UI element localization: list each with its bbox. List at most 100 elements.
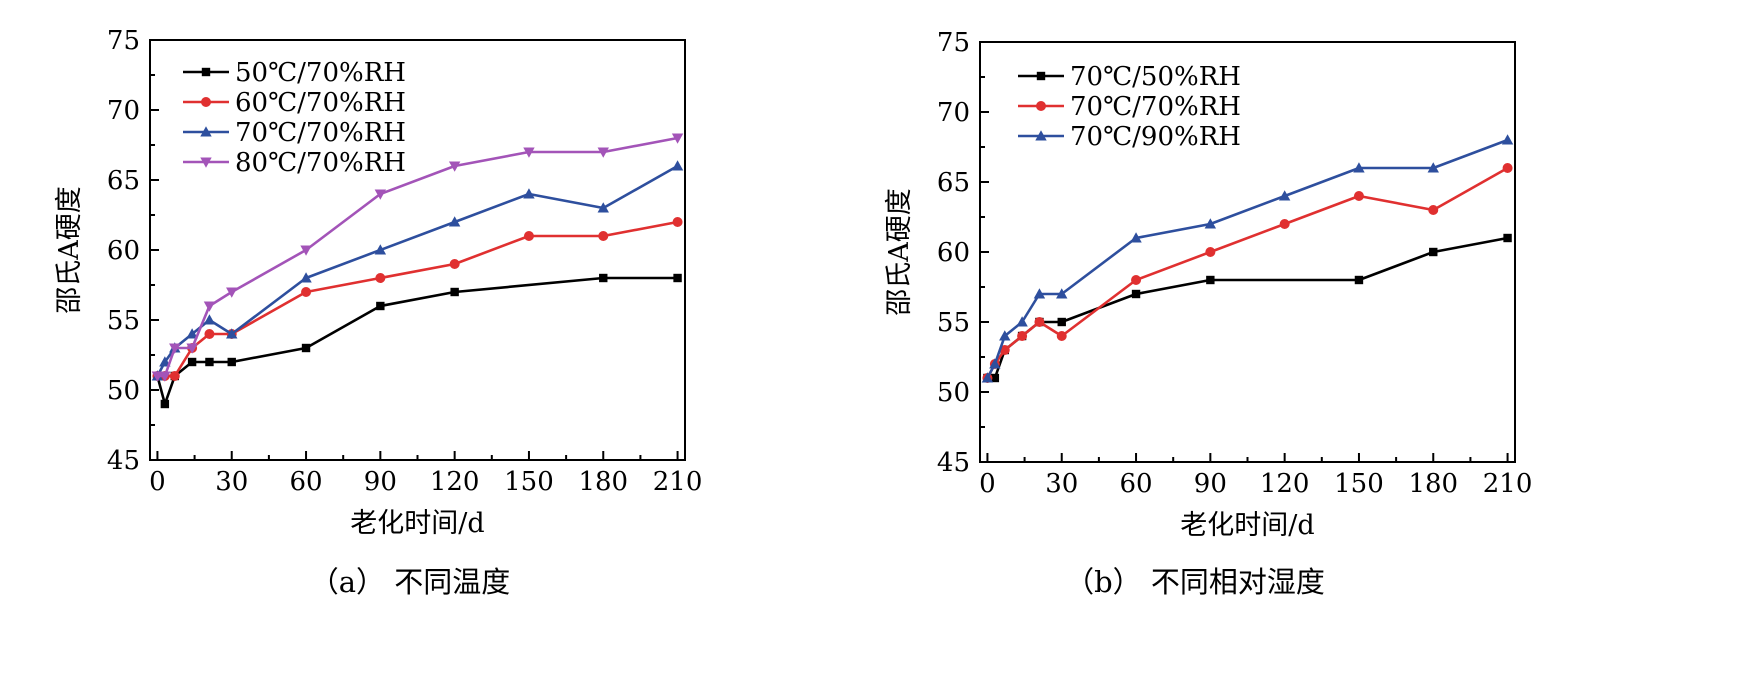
data-point bbox=[301, 287, 312, 297]
data-point bbox=[301, 343, 311, 353]
legend-label: 80℃/70%RH bbox=[235, 148, 406, 178]
data-point bbox=[203, 301, 216, 312]
data-point bbox=[999, 345, 1010, 355]
series-line bbox=[986, 166, 1509, 379]
data-point bbox=[1428, 205, 1439, 215]
x-tick-label: 90 bbox=[364, 467, 397, 497]
x-tick-label: 210 bbox=[1483, 469, 1533, 499]
y-tick-label: 45 bbox=[937, 448, 970, 478]
data-point bbox=[1056, 288, 1068, 299]
legend-label: 70℃/70%RH bbox=[235, 118, 406, 148]
data-point bbox=[159, 371, 171, 382]
data-point bbox=[1204, 218, 1217, 229]
data-point bbox=[187, 357, 197, 367]
y-tick-label: 45 bbox=[107, 446, 140, 476]
data-point bbox=[1017, 331, 1028, 341]
legend-label: 70℃/50%RH bbox=[1070, 62, 1241, 92]
series-1 bbox=[983, 233, 1512, 383]
y-tick-label: 65 bbox=[107, 166, 140, 196]
data-point bbox=[227, 357, 236, 367]
series-line bbox=[986, 138, 1509, 379]
legend-marker bbox=[1035, 130, 1047, 141]
y-tick-label: 60 bbox=[107, 236, 140, 266]
x-tick-label: 210 bbox=[653, 467, 703, 497]
data-point bbox=[169, 343, 181, 354]
y-tick-label: 70 bbox=[937, 98, 970, 128]
data-point bbox=[1033, 288, 1046, 299]
x-tick-label: 120 bbox=[430, 467, 480, 497]
legend-label: 60℃/70%RH bbox=[235, 88, 406, 118]
x-tick-label: 180 bbox=[578, 467, 628, 497]
y-axis-title: 邵氏A硬度 bbox=[884, 188, 915, 316]
y-tick-label: 55 bbox=[107, 306, 140, 336]
legend-label: 70℃/70%RH bbox=[1070, 92, 1241, 122]
chart-panel-a: 0 30 60 90 120 150 180 210 45 50 55 60 65 70 75 老化时间/d 邵… bbox=[54, 26, 702, 599]
data-point bbox=[376, 301, 385, 311]
data-point bbox=[449, 259, 460, 269]
legend-label: 50℃/70%RH bbox=[235, 58, 406, 88]
data-point bbox=[523, 188, 535, 199]
data-point bbox=[999, 330, 1011, 341]
legend-marker bbox=[1036, 71, 1046, 81]
data-point bbox=[1205, 247, 1216, 257]
data-point bbox=[598, 231, 609, 241]
data-point bbox=[375, 273, 386, 283]
data-point bbox=[1131, 275, 1142, 285]
x-tick-label: 60 bbox=[1119, 469, 1152, 499]
y-tick-label: 50 bbox=[107, 376, 140, 406]
data-point bbox=[1056, 331, 1067, 341]
data-point bbox=[169, 371, 180, 381]
data-point bbox=[1354, 275, 1364, 285]
data-point bbox=[159, 356, 171, 367]
data-point bbox=[186, 328, 198, 339]
y-tick-label: 60 bbox=[937, 238, 970, 268]
data-point bbox=[300, 272, 312, 283]
data-point bbox=[1427, 162, 1439, 173]
data-point bbox=[374, 189, 387, 200]
data-point bbox=[1206, 275, 1215, 285]
data-point bbox=[1353, 191, 1364, 201]
y-tick-label: 75 bbox=[107, 26, 140, 56]
y-axis-title: 邵氏A硬度 bbox=[54, 186, 85, 314]
data-point bbox=[523, 231, 534, 241]
x-tick-label: 120 bbox=[1260, 469, 1310, 499]
x-tick-label: 0 bbox=[149, 467, 166, 497]
data-point bbox=[448, 216, 461, 227]
data-point bbox=[1353, 162, 1365, 173]
y-tick-label: 75 bbox=[937, 28, 970, 58]
legend-label: 70℃/90%RH bbox=[1070, 122, 1241, 152]
legend-marker bbox=[1036, 101, 1046, 111]
data-point bbox=[1501, 134, 1514, 145]
data-point bbox=[981, 372, 994, 383]
x-tick-label: 30 bbox=[215, 467, 248, 497]
data-point bbox=[671, 160, 684, 171]
data-point bbox=[1279, 219, 1290, 229]
legend-marker bbox=[200, 157, 212, 168]
data-point bbox=[374, 244, 387, 255]
data-point bbox=[226, 328, 238, 339]
x-tick-label: 150 bbox=[504, 467, 554, 497]
series-line bbox=[987, 236, 1508, 380]
data-point bbox=[448, 161, 461, 172]
data-point bbox=[1429, 247, 1438, 257]
data-point bbox=[1016, 316, 1028, 327]
x-tick-label: 60 bbox=[289, 467, 322, 497]
y-tick-label: 70 bbox=[107, 96, 140, 126]
x-tick-label: 180 bbox=[1408, 469, 1458, 499]
x-tick-label: 30 bbox=[1045, 469, 1078, 499]
data-point bbox=[204, 329, 215, 339]
plot-frame bbox=[149, 39, 686, 461]
data-point bbox=[523, 147, 535, 158]
data-point bbox=[597, 202, 609, 213]
series-1 bbox=[153, 273, 682, 409]
data-point bbox=[151, 371, 164, 382]
data-point bbox=[450, 287, 459, 297]
data-point bbox=[226, 287, 238, 298]
legend-marker bbox=[201, 97, 211, 107]
data-point bbox=[1278, 190, 1291, 201]
data-point bbox=[1057, 317, 1066, 327]
legend-marker bbox=[201, 67, 211, 77]
